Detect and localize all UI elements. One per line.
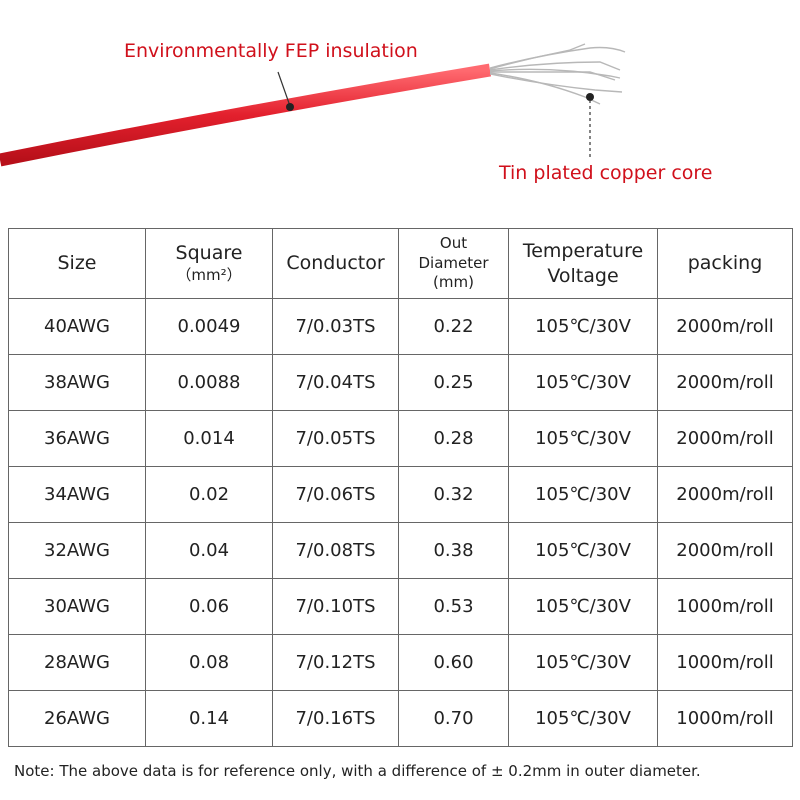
cell: 30AWG [8, 578, 146, 635]
data-row: 38AWG 0.0088 7/0.04TS 0.25 105℃/30V 2000m/rol… [8, 354, 793, 411]
header-text: Square [175, 242, 243, 265]
cell: 105℃/30V [508, 522, 658, 579]
cell: 34AWG [8, 466, 146, 523]
header-text: Voltage [547, 264, 619, 287]
cell: 105℃/30V [508, 354, 658, 411]
cell: 38AWG [8, 354, 146, 411]
header-text: Temperature [522, 239, 644, 262]
cell: 7/0.04TS [272, 354, 399, 411]
cell: 7/0.10TS [272, 578, 399, 635]
cell: 7/0.08TS [272, 522, 399, 579]
cell: 0.70 [398, 690, 509, 747]
wire-illustration [0, 43, 626, 167]
header-cell: Square （mm²） [145, 228, 273, 299]
cell: 7/0.05TS [272, 410, 399, 467]
cell: 0.22 [398, 298, 509, 355]
data-row: 36AWG 0.014 7/0.05TS 0.28 105℃/30V 2000m/roll [8, 410, 793, 467]
cell: 2000m/roll [657, 410, 793, 467]
cell: 0.0088 [145, 354, 273, 411]
cell: 1000m/roll [657, 690, 793, 747]
cell: 2000m/roll [657, 522, 793, 579]
cell: 7/0.03TS [272, 298, 399, 355]
cell: 0.014 [145, 410, 273, 467]
data-row: 40AWG 0.0049 7/0.03TS 0.22 105℃/30V 2000m/rol… [8, 298, 793, 355]
cell: 0.02 [145, 466, 273, 523]
cell: 36AWG [8, 410, 146, 467]
data-row: 26AWG 0.14 7/0.16TS 0.70 105℃/30V 1000m/roll [8, 690, 793, 747]
cell: 105℃/30V [508, 298, 658, 355]
cell: 0.32 [398, 466, 509, 523]
cell: 105℃/30V [508, 634, 658, 691]
header-text: Conductor [286, 252, 385, 275]
cell: 105℃/30V [508, 410, 658, 467]
header-text: Out [439, 234, 468, 253]
header-text: Size [57, 252, 97, 275]
cell: 0.25 [398, 354, 509, 411]
data-row: 34AWG 0.02 7/0.06TS 0.32 105℃/30V 2000m/roll [8, 466, 793, 523]
cell: 7/0.12TS [272, 634, 399, 691]
cell: 2000m/roll [657, 466, 793, 523]
header-text: (mm) [433, 273, 474, 292]
cell: 0.14 [145, 690, 273, 747]
header-cell: Conductor [272, 228, 399, 299]
cell: 1000m/roll [657, 578, 793, 635]
cell: 0.60 [398, 634, 509, 691]
cell: 1000m/roll [657, 634, 793, 691]
header-text: Diameter [418, 253, 489, 272]
note: Note: The above data is for reference on… [14, 762, 701, 780]
cell: 2000m/roll [657, 354, 793, 411]
cell: 0.06 [145, 578, 273, 635]
spec-table: Size Square （mm²） Conductor Out Diameter (mm) T… [8, 228, 793, 747]
insulation-label: Environmentally FEP insulation [124, 40, 418, 62]
header-cell: packing [657, 228, 793, 299]
cell: 105℃/30V [508, 578, 658, 635]
cell: 0.08 [145, 634, 273, 691]
data-row: 30AWG 0.06 7/0.10TS 0.53 105℃/30V 1000m/roll [8, 578, 793, 635]
data-row: 32AWG 0.04 7/0.08TS 0.38 105℃/30V 2000m/roll [8, 522, 793, 579]
cell: 0.04 [145, 522, 273, 579]
cell: 7/0.06TS [272, 466, 399, 523]
header-text: （mm²） [176, 266, 242, 285]
cell: 26AWG [8, 690, 146, 747]
cell: 0.28 [398, 410, 509, 467]
header-cell: Temperature Voltage [508, 228, 658, 299]
cell: 28AWG [8, 634, 146, 691]
core-label: Tin plated copper core [499, 162, 713, 184]
header-cell: Out Diameter (mm) [398, 228, 509, 299]
cell: 0.53 [398, 578, 509, 635]
cell: 7/0.16TS [272, 690, 399, 747]
cell: 2000m/roll [657, 298, 793, 355]
cell: 105℃/30V [508, 690, 658, 747]
data-row: 28AWG 0.08 7/0.12TS 0.60 105℃/30V 1000m/roll [8, 634, 793, 691]
header-text: packing [687, 252, 763, 275]
header-row: Size Square （mm²） Conductor Out Diameter (mm) T… [8, 228, 793, 299]
cell: 105℃/30V [508, 466, 658, 523]
header-cell: Size [8, 228, 146, 299]
cell: 0.0049 [145, 298, 273, 355]
cell: 32AWG [8, 522, 146, 579]
cell: 40AWG [8, 298, 146, 355]
cell: 0.38 [398, 522, 509, 579]
